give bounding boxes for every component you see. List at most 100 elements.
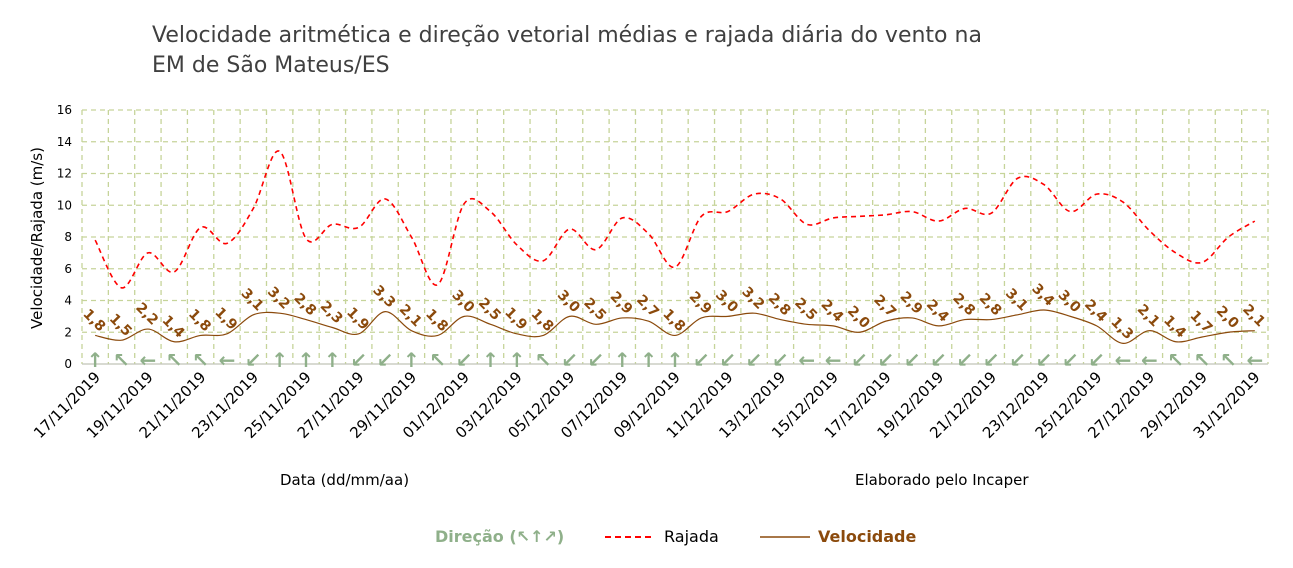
direction-arrow: ↖ <box>535 348 552 372</box>
direction-arrow: ↙ <box>957 348 974 372</box>
direction-arrow: ↖ <box>166 348 183 372</box>
direction-arrow: ← <box>825 348 842 372</box>
direction-arrow: ← <box>140 348 157 372</box>
direction-arrow: ↙ <box>456 348 473 372</box>
velocidade-data-label: 1,8 <box>422 306 451 335</box>
velocidade-data-label: 3,4 <box>1028 281 1057 310</box>
velocidade-data-label: 2,8 <box>290 290 319 319</box>
velocidade-data-label: 1,4 <box>159 313 188 342</box>
direction-arrow: ↙ <box>851 348 868 372</box>
velocidade-data-label: 1,8 <box>185 306 214 335</box>
velocidade-data-label: 3,0 <box>712 287 741 316</box>
velocidade-data-label: 2,7 <box>870 292 899 321</box>
y-tick-label: 16 <box>57 103 72 117</box>
direction-arrow: ↑ <box>87 348 104 372</box>
direction-arrow: ↙ <box>983 348 1000 372</box>
legend: Direção (↖↑↗) Rajada Velocidade <box>435 527 917 546</box>
velocidade-data-label: 2,9 <box>607 289 636 318</box>
velocidade-data-label: 3,1 <box>238 286 267 315</box>
direction-arrow: ↙ <box>746 348 763 372</box>
direction-arrow: ↙ <box>350 348 367 372</box>
y-tick-label: 12 <box>57 167 72 181</box>
velocidade-series-line <box>95 309 1255 344</box>
velocidade-data-label: 2,8 <box>976 290 1005 319</box>
y-axis-title: Velocidade/Rajada (m/s) <box>28 147 46 329</box>
velocidade-data-label: 3,0 <box>449 287 478 316</box>
direction-arrow: ↙ <box>930 348 947 372</box>
velocidade-data-label: 2,7 <box>633 292 662 321</box>
direction-arrow: ↙ <box>377 348 394 372</box>
direction-arrow: ← <box>219 348 236 372</box>
velocidade-data-label: 2,3 <box>317 298 346 327</box>
direction-arrow: ↑ <box>482 348 499 372</box>
velocidade-data-label: 1,8 <box>528 306 557 335</box>
x-axis-ticks: 17/11/201919/11/201921/11/201923/11/2019… <box>30 368 1264 442</box>
direction-arrow: ← <box>1141 348 1158 372</box>
y-axis-ticks: 0 2 4 6 8 10 12 14 16 <box>57 103 72 371</box>
velocidade-data-label: 2,2 <box>132 300 161 329</box>
direction-arrow: ↙ <box>877 348 894 372</box>
velocidade-data-label: 3,0 <box>554 287 583 316</box>
velocidade-data-label: 2,9 <box>897 289 926 318</box>
y-tick-label: 0 <box>64 357 72 371</box>
velocidade-data-label: 2,1 <box>1239 301 1268 330</box>
legend-rajada-label: Rajada <box>664 527 719 546</box>
direction-arrow: ↙ <box>719 348 736 372</box>
direction-arrow: ↖ <box>429 348 446 372</box>
direction-arrow: ↙ <box>772 348 789 372</box>
direction-arrow: ↖ <box>1194 348 1211 372</box>
velocidade-data-label: 3,1 <box>1002 286 1031 315</box>
velocidade-data-label: 1,9 <box>501 305 530 334</box>
direction-arrow: ↖ <box>192 348 209 372</box>
x-axis-title: Data (dd/mm/aa) <box>280 471 409 489</box>
direction-arrow: ↙ <box>904 348 921 372</box>
velocidade-data-label: 2,1 <box>396 301 425 330</box>
y-tick-label: 6 <box>64 262 72 276</box>
direction-arrow: ↑ <box>614 348 631 372</box>
direction-arrow: ↑ <box>508 348 525 372</box>
direction-arrow: ↙ <box>693 348 710 372</box>
velocidade-data-label: 3,3 <box>369 282 398 311</box>
direction-arrow: ↙ <box>1009 348 1026 372</box>
velocidade-data-label: 2,5 <box>580 295 609 324</box>
chart-title-line1: Velocidade aritmética e direção vetorial… <box>152 23 982 48</box>
direction-arrow: ↖ <box>1167 348 1184 372</box>
velocidade-data-label: 2,0 <box>844 303 873 332</box>
direction-arrows: ↑ ↖ ← ↖ ↖ ← ↙ ↑ ↑ ↑ ↙ ↙ ↑ ↖ ↙ ↑ ↑ ↖ ↙ ↙ ↑ ↑ ↑ ↙ ↙ ↙ ↙ ← ← ↙ ↙ ↙ ↙ ↙ ↙ ↙ ↙ ↙ ↙ ←… <box>87 348 1263 372</box>
direction-arrow: ↑ <box>640 348 657 372</box>
legend-direction-label: Direção (↖↑↗) <box>435 527 564 546</box>
direction-arrow: ← <box>1115 348 1132 372</box>
velocidade-data-label: 2,9 <box>686 289 715 318</box>
velocidade-data-label: 2,8 <box>949 290 978 319</box>
velocidade-data-label: 3,2 <box>738 284 767 313</box>
direction-arrow: ↑ <box>271 348 288 372</box>
y-tick-label: 8 <box>64 230 72 244</box>
direction-arrow: ↙ <box>1088 348 1105 372</box>
direction-arrow: ↖ <box>1220 348 1237 372</box>
direction-arrow: ↙ <box>245 348 262 372</box>
rajada-series-line <box>94 150 1256 289</box>
direction-arrow: ↙ <box>1062 348 1079 372</box>
direction-arrow: ↑ <box>324 348 341 372</box>
velocidade-data-label: 1,5 <box>106 311 135 340</box>
velocidade-data-label: 2,1 <box>1134 301 1163 330</box>
y-tick-label: 2 <box>64 325 72 339</box>
direction-arrow: ↑ <box>298 348 315 372</box>
direction-arrow: ↙ <box>1036 348 1053 372</box>
direction-arrow: ↙ <box>561 348 578 372</box>
velocidade-data-label: 2,5 <box>791 295 820 324</box>
velocidade-data-label: 3,2 <box>264 284 293 313</box>
chart-title-line2: EM de São Mateus/ES <box>152 53 390 78</box>
y-tick-label: 14 <box>57 135 72 149</box>
y-tick-label: 4 <box>64 294 72 308</box>
velocidade-data-labels: 1,81,52,21,41,81,93,13,22,82,31,93,32,11… <box>80 281 1269 343</box>
direction-arrow: ← <box>798 348 815 372</box>
direction-arrow: ↖ <box>113 348 130 372</box>
direction-arrow: ← <box>1246 348 1263 372</box>
direction-arrow: ↙ <box>588 348 605 372</box>
velocidade-data-label: 2,8 <box>765 290 794 319</box>
velocidade-data-label: 1,3 <box>1107 314 1136 343</box>
velocidade-data-label: 3,0 <box>1055 287 1084 316</box>
direction-arrow: ↑ <box>403 348 420 372</box>
